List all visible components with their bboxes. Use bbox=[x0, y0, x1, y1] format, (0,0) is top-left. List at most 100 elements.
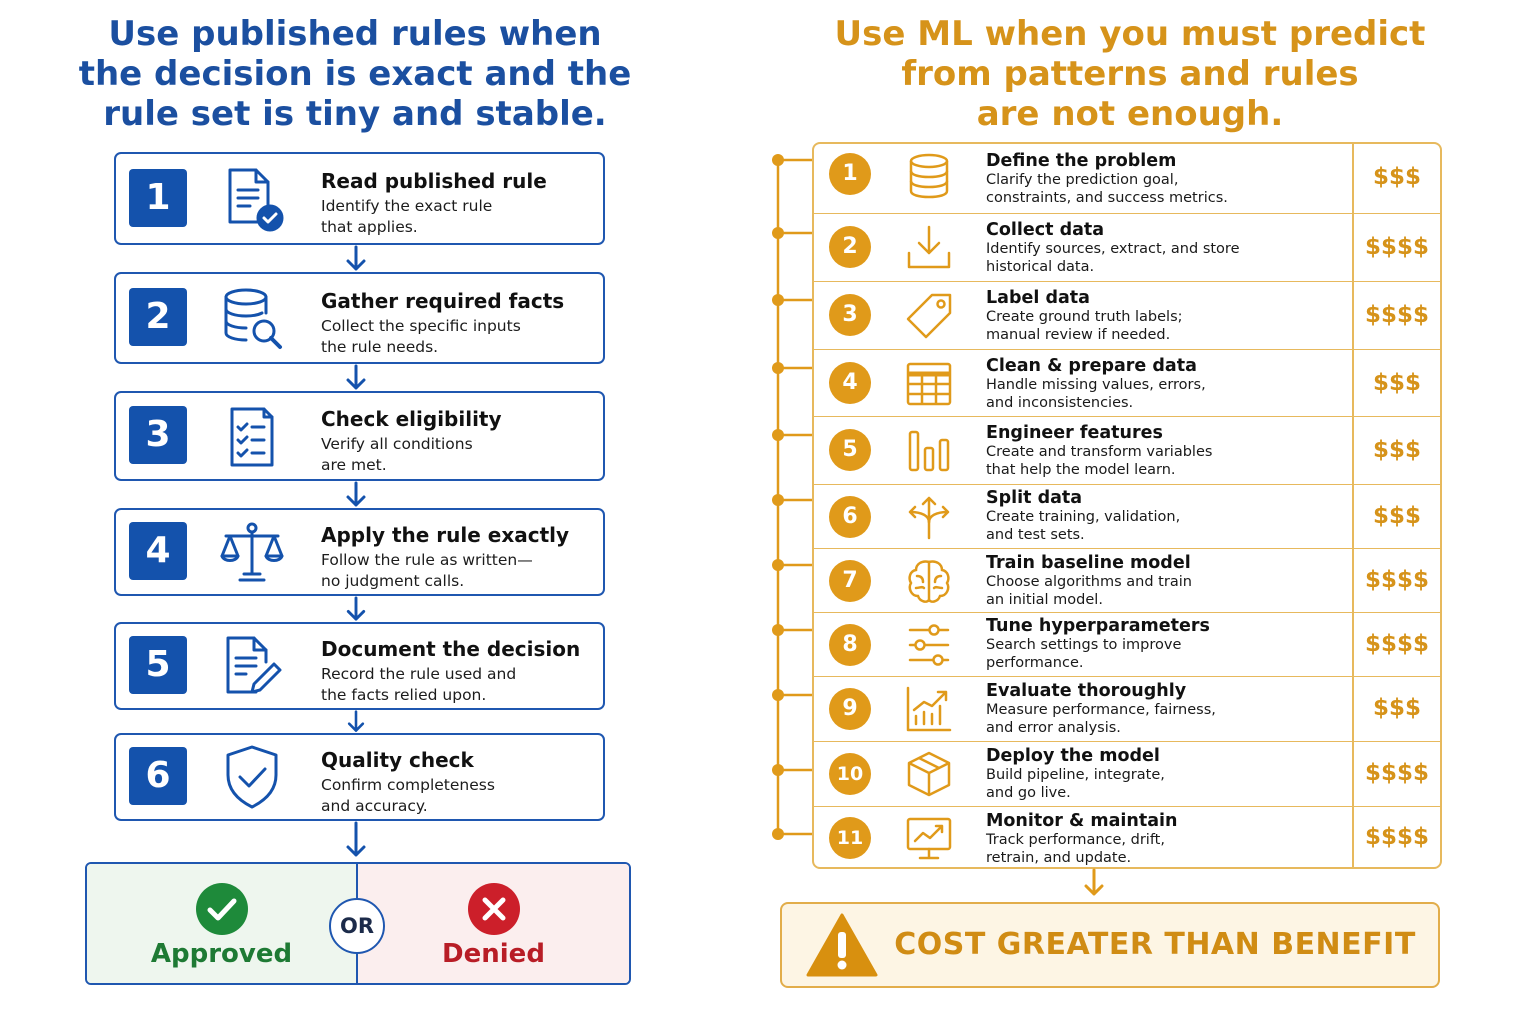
ml-step-desc: Choose algorithms and train bbox=[986, 574, 1192, 590]
database-icon bbox=[909, 153, 949, 199]
ml-step-cost: $$$ bbox=[1372, 503, 1421, 529]
ml-step-cost: $$$$ bbox=[1364, 567, 1429, 593]
ml-step-number: 1 bbox=[829, 153, 871, 195]
denied-panel: Denied bbox=[358, 864, 629, 983]
step-title: Check eligibility bbox=[321, 407, 502, 431]
step-desc: Verify all conditions are met. bbox=[321, 434, 593, 476]
scales-icon bbox=[220, 522, 284, 582]
ml-step-cost: $$$$ bbox=[1364, 631, 1429, 657]
x-circle-icon bbox=[467, 883, 520, 935]
step-number: 6 bbox=[129, 747, 187, 805]
warning-text: COST GREATER THAN BENEFIT bbox=[894, 927, 1416, 962]
ml-step-number: 7 bbox=[829, 560, 871, 602]
step-desc: Collect the specific inputs the rule nee… bbox=[321, 316, 593, 358]
ml-step-text: Tune hyperparameters Search settings to … bbox=[986, 616, 1346, 672]
ml-step-desc: manual review if needed. bbox=[986, 327, 1171, 343]
ml-step-number: 4 bbox=[829, 362, 871, 404]
ml-steps-table: 1 Define the problem Clarify the predict… bbox=[812, 142, 1442, 869]
tag-icon bbox=[906, 293, 952, 339]
ml-step-number: 3 bbox=[829, 294, 871, 336]
ml-step-title: Collect data bbox=[986, 220, 1105, 240]
ml-step-number: 10 bbox=[829, 753, 871, 795]
ml-step-cost: $$$$ bbox=[1364, 302, 1429, 328]
table-icon bbox=[906, 362, 952, 406]
chart-up-icon bbox=[906, 686, 952, 732]
ml-step-title: Label data bbox=[986, 288, 1090, 308]
ml-row: 6 Split data Create training, validation… bbox=[814, 485, 1440, 549]
step-card-gather-facts: 2 Gather required facts Collect the spec… bbox=[114, 272, 605, 364]
ml-row: 3 Label data Create ground truth labels;… bbox=[814, 282, 1440, 350]
left-title-line: the decision is exact and the bbox=[78, 54, 632, 94]
sliders-icon bbox=[908, 624, 950, 666]
step-title: Quality check bbox=[321, 748, 474, 772]
ml-step-desc: performance. bbox=[986, 655, 1084, 671]
download-icon bbox=[907, 225, 951, 269]
shield-check-icon bbox=[226, 745, 278, 809]
ml-step-text: Evaluate thoroughly Measure performance,… bbox=[986, 681, 1346, 737]
ml-step-cost: $$$$ bbox=[1364, 234, 1429, 260]
step-number: 4 bbox=[129, 522, 187, 580]
ml-step-desc: Create training, validation, bbox=[986, 509, 1181, 525]
cost-column-divider bbox=[1352, 144, 1354, 867]
step-title: Apply the rule exactly bbox=[321, 523, 570, 547]
ml-row: 9 Evaluate thoroughly Measure performanc… bbox=[814, 677, 1440, 742]
ml-step-cost: $$$$ bbox=[1364, 760, 1429, 786]
check-circle-icon bbox=[195, 883, 248, 935]
warning-triangle-icon bbox=[806, 913, 878, 977]
ml-step-desc: historical data. bbox=[986, 259, 1095, 275]
approved-label: Approved bbox=[150, 939, 293, 969]
left-title: Use published rules when the decision is… bbox=[60, 14, 650, 134]
arrow-down-icon bbox=[346, 364, 366, 390]
step-desc: Follow the rule as written— no judgment … bbox=[321, 550, 593, 592]
decision-outcome: Approved Denied bbox=[85, 862, 631, 985]
ml-step-desc: Search settings to improve bbox=[986, 637, 1182, 653]
step-desc-line: Follow the rule as written— bbox=[321, 551, 533, 569]
ml-row: 2 Collect data Identify sources, extract… bbox=[814, 214, 1440, 282]
ml-step-cost: $$$ bbox=[1372, 370, 1421, 396]
ml-row: 7 Train baseline model Choose algorithms… bbox=[814, 549, 1440, 613]
split-arrows-icon bbox=[908, 496, 950, 540]
ml-step-number: 8 bbox=[829, 624, 871, 666]
ml-step-desc: Create ground truth labels; bbox=[986, 309, 1183, 325]
ml-step-title: Engineer features bbox=[986, 423, 1163, 443]
ml-step-title: Deploy the model bbox=[986, 746, 1160, 766]
step-desc-line: and accuracy. bbox=[321, 797, 428, 815]
ml-step-title: Clean & prepare data bbox=[986, 356, 1197, 376]
ml-step-title: Define the problem bbox=[986, 151, 1177, 171]
denied-label: Denied bbox=[442, 939, 545, 969]
ml-step-title: Split data bbox=[986, 488, 1083, 508]
ml-row: 4 Clean & prepare data Handle missing va… bbox=[814, 350, 1440, 417]
document-check-icon bbox=[228, 168, 284, 232]
step-desc-line: Record the rule used and bbox=[321, 665, 517, 683]
step-desc-line: that applies. bbox=[321, 218, 418, 236]
ml-step-desc: Clarify the prediction goal, bbox=[986, 172, 1179, 188]
ml-row: 5 Engineer features Create and transform… bbox=[814, 417, 1440, 485]
arrow-down-icon bbox=[1084, 868, 1104, 896]
ml-step-number: 6 bbox=[829, 496, 871, 538]
step-text: Check eligibility Verify all conditions … bbox=[321, 406, 593, 476]
step-desc-line: Verify all conditions bbox=[321, 435, 473, 453]
step-desc-line: are met. bbox=[321, 456, 387, 474]
step-number: 5 bbox=[129, 636, 187, 694]
step-desc-line: Confirm completeness bbox=[321, 776, 495, 794]
approved-panel: Approved bbox=[87, 864, 358, 983]
step-desc-line: the facts relied upon. bbox=[321, 686, 487, 704]
ml-step-title: Tune hyperparameters bbox=[986, 616, 1210, 636]
ml-step-desc: Identify sources, extract, and store bbox=[986, 241, 1240, 257]
ml-step-desc: an initial model. bbox=[986, 592, 1103, 608]
ml-step-desc: and go live. bbox=[986, 785, 1071, 801]
left-title-line: rule set is tiny and stable. bbox=[103, 94, 607, 134]
ml-step-desc: Build pipeline, integrate, bbox=[986, 767, 1165, 783]
ml-step-number: 5 bbox=[829, 429, 871, 471]
step-title: Read published rule bbox=[321, 169, 547, 193]
step-number: 1 bbox=[129, 169, 187, 227]
step-title: Gather required facts bbox=[321, 289, 565, 313]
step-card-check-eligibility: 3 Check eligibility Verify all condition… bbox=[114, 391, 605, 481]
ml-step-desc: and test sets. bbox=[986, 527, 1085, 543]
ml-row: 10 Deploy the model Build pipeline, inte… bbox=[814, 742, 1440, 807]
step-card-document-decision: 5 Document the decision Record the rule … bbox=[114, 622, 605, 710]
step-desc-line: Collect the specific inputs bbox=[321, 317, 521, 335]
arrow-down-icon bbox=[346, 821, 366, 857]
ml-step-text: Clean & prepare data Handle missing valu… bbox=[986, 356, 1346, 412]
arrow-down-icon bbox=[346, 245, 366, 271]
